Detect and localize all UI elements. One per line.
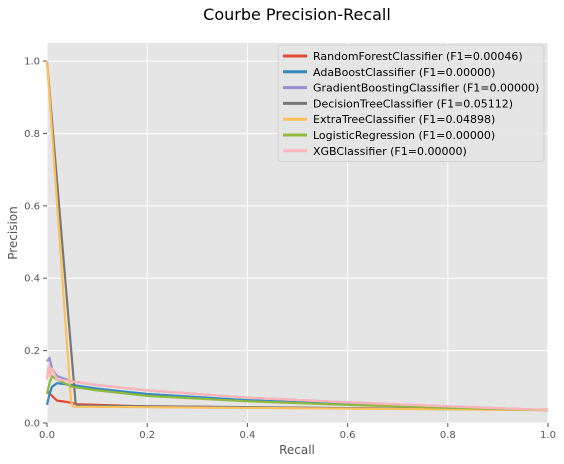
x-tick-label: 0.6 [340,430,356,441]
x-tick-label: 1.0 [540,430,556,441]
y-tick-label: 0.4 [24,274,40,285]
legend-label: LogisticRegression (F1=0.00000) [313,129,495,142]
legend-label: RandomForestClassifier (F1=0.00046) [313,50,523,63]
y-axis-label: Precision [6,206,20,260]
x-tick-label: 0.8 [440,430,456,441]
series-line-4 [45,61,549,412]
x-tick-label: 0.0 [39,430,55,441]
legend-label: ExtraTreeClassifier (F1=0.04898) [313,113,495,126]
legend-frame [277,44,545,162]
y-tick-label: 0.6 [24,201,40,212]
series-line-6 [45,364,549,412]
y-tick-label: 0.8 [24,129,40,140]
series-line-5 [45,374,549,412]
legend-label: XGBClassifier (F1=0.00000) [313,145,467,158]
y-tick-label: 0.2 [24,346,40,357]
legend-label: GradientBoostingClassifier (F1=0.00000) [313,82,539,95]
x-axis-ticks: 0.0 0.2 0.4 0.6 0.8 1.0 [39,423,556,441]
y-tick-label: 1.0 [24,57,40,68]
x-tick-label: 0.4 [239,430,255,441]
x-tick-label: 0.2 [139,430,155,441]
legend: RandomForestClassifier (F1=0.00046) AdaBo… [277,44,545,162]
y-tick-label: 0.0 [24,419,40,430]
legend-label: AdaBoostClassifier (F1=0.00000) [313,66,495,79]
y-axis-ticks: 0.0 0.2 0.4 0.6 0.8 1.0 [24,57,47,430]
x-axis-label: Recall [279,443,315,457]
series-lines [45,61,549,412]
legend-label: DecisionTreeClassifier (F1=0.05112) [313,97,513,110]
chart-title: Courbe Precision-Recall [203,5,391,24]
